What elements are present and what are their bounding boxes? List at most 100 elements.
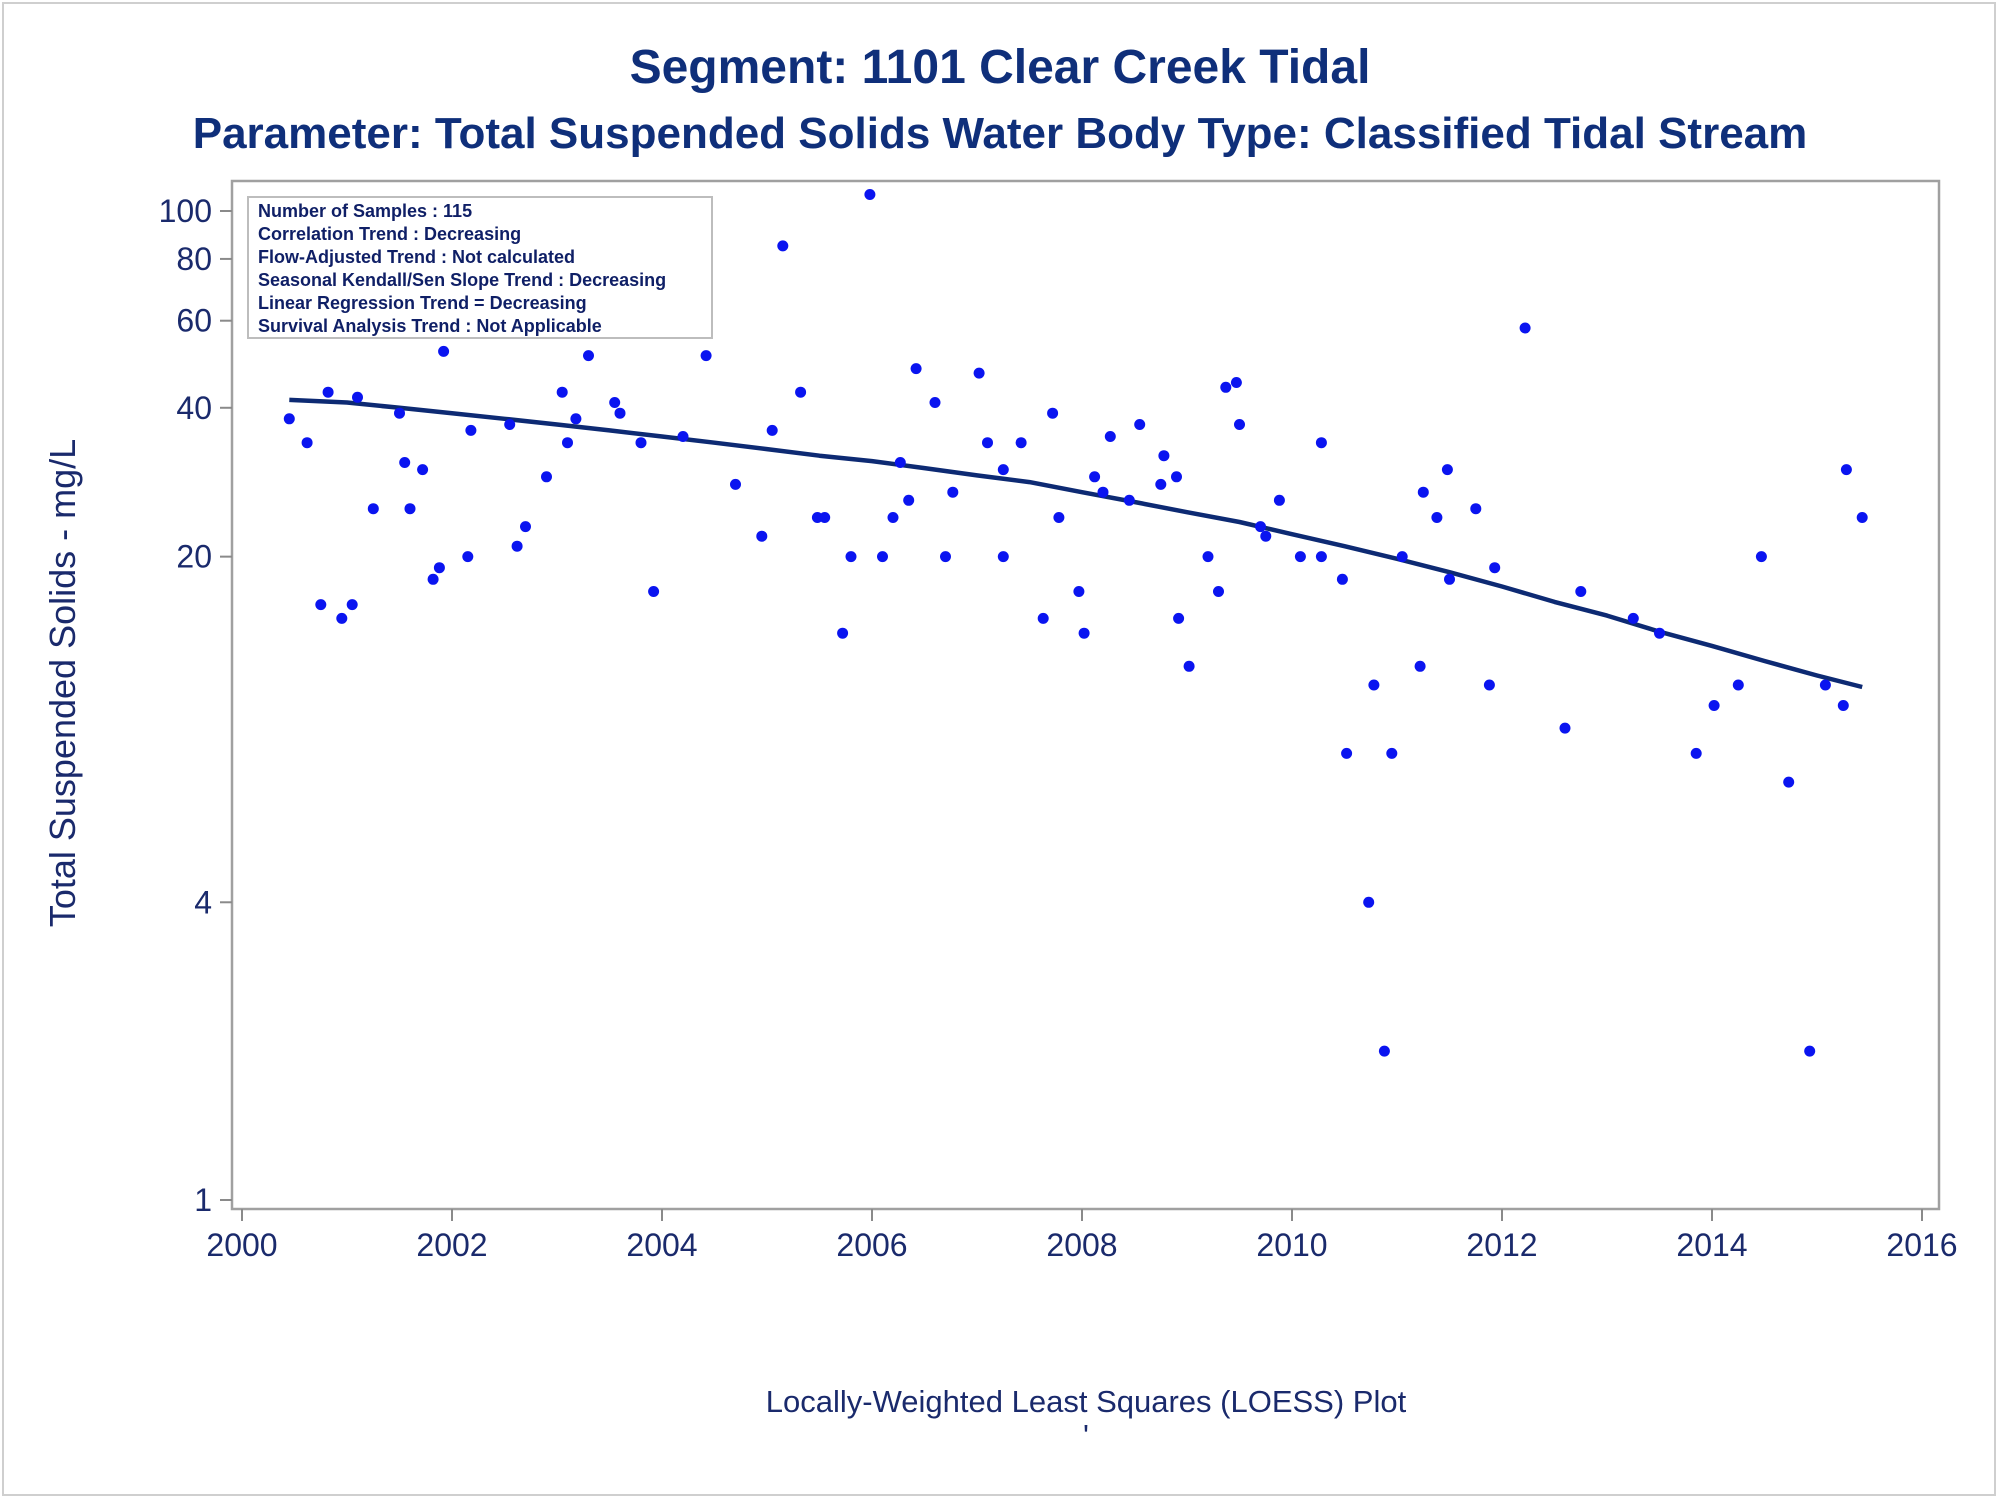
data-point [1315,437,1327,449]
y-tick-label: 40 [176,390,212,426]
data-point [1483,679,1495,691]
x-tick-label: 2012 [1466,1227,1537,1263]
data-point [1255,521,1266,533]
data-point [404,503,416,515]
data-point [520,521,531,533]
data-point [1155,478,1167,490]
data-point [352,391,363,403]
data-point [903,494,915,506]
data-point [1104,431,1116,442]
data-point [677,431,689,442]
data-point [1431,512,1443,523]
data-point [1273,494,1285,506]
data-point [1732,679,1744,691]
data-point [1053,512,1065,523]
x-tick-label: 2000 [206,1227,277,1263]
data-point [1755,551,1767,563]
y-tick-label: 60 [176,303,212,339]
data-point [367,503,379,515]
data-point [1230,377,1242,388]
data-point [819,512,831,523]
x-tick-label: 2016 [1886,1227,1957,1263]
stats-box: Number of Samples : 115 Correlation Tren… [247,196,713,339]
data-point [1856,512,1868,523]
data-point [1315,551,1327,563]
data-point [433,562,445,574]
data-point [1171,471,1182,483]
x-tick-label: 2014 [1676,1227,1747,1263]
data-point [837,627,849,639]
data-point [1441,464,1453,476]
x-tick-label: 2002 [416,1227,487,1263]
data-point [1444,573,1455,585]
data-point [1213,586,1224,597]
y-tick-label: 1 [194,1182,212,1218]
data-point [301,437,313,449]
y-axis-label: Total Suspended Solids - mg/L [42,439,83,927]
x-tick-label: 2004 [626,1227,697,1263]
stats-line: Correlation Trend : Decreasing [258,224,521,244]
data-point [399,457,411,468]
data-point [947,486,959,498]
data-point [322,386,334,398]
data-point [1386,747,1398,759]
data-point [777,240,789,252]
data-point [1202,551,1214,563]
y-tick-label: 4 [194,884,212,920]
data-point [1037,612,1049,624]
data-point [1047,407,1059,419]
stats-line: Linear Regression Trend = Decreasing [258,293,587,313]
data-point [541,471,552,483]
data-point [1690,747,1702,759]
data-point [511,540,523,552]
data-point [940,551,951,563]
data-point [1804,1045,1816,1057]
y-tick-label: 20 [176,539,212,575]
data-point [1840,464,1852,476]
stats-line: Flow-Adjusted Trend : Not calculated [258,247,575,267]
data-point [427,573,439,585]
data-point [1173,612,1185,624]
data-point [1341,747,1353,759]
data-point [315,599,327,611]
data-point [1837,700,1849,711]
chart-title: Segment: 1101 Clear Creek Tidal [630,41,1371,94]
data-point [877,551,888,563]
loess-layer [289,397,1863,690]
footer-caption: Locally-Weighted Least Squares (LOESS) P… [766,1384,1407,1419]
data-point [1470,503,1482,515]
data-point [417,464,429,476]
x-tick-label: 2008 [1046,1227,1117,1263]
data-point [1559,722,1571,734]
data-point [1123,494,1135,506]
data-point [1073,586,1085,597]
data-point [570,413,582,425]
stats-line: Number of Samples : 115 [258,201,472,221]
y-tick-label: 80 [176,241,212,277]
x-tick-label: 2006 [836,1227,907,1263]
data-point [1134,419,1146,430]
data-point [1489,562,1501,574]
data-point [973,367,985,379]
data-point [887,512,899,523]
data-point [438,345,450,357]
data-point [394,407,405,419]
data-point [1294,551,1306,563]
data-point [465,424,477,436]
data-point [1575,586,1587,597]
data-point [648,586,660,597]
data-point [583,350,594,362]
data-point [756,530,768,542]
data-point [1414,660,1426,672]
data-point [894,457,906,468]
data-point [997,551,1009,563]
y-tick-label: 100 [159,193,212,229]
data-point [1396,551,1408,563]
data-point [997,464,1009,476]
data-point [864,189,876,200]
stats-line: Survival Analysis Trend : Not Applicable [258,316,602,336]
data-point [462,551,474,563]
data-point [1015,437,1027,449]
